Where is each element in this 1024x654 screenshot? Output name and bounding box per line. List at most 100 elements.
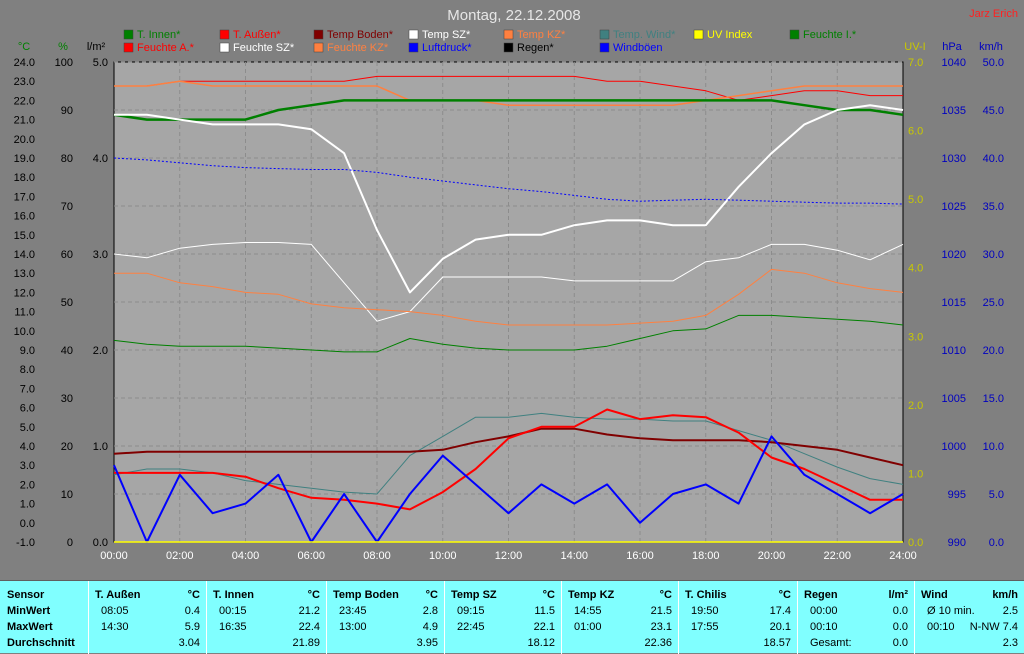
stats-avg-caption: Gesamt: <box>810 637 852 649</box>
y-tick-celsius: 16.0 <box>14 211 35 223</box>
y-tick-wind: 35.0 <box>983 201 1004 213</box>
stats-max-value: 23.1 <box>650 621 672 633</box>
y-tick-celsius: 2.0 <box>20 479 35 491</box>
y-tick-percent: 100 <box>55 57 73 69</box>
y-tick-uv: 3.0 <box>908 331 923 343</box>
stats-sensor-name: T. Chilis <box>685 589 727 601</box>
stats-unit: °C <box>778 589 791 601</box>
stats-max-time: 01:00 <box>574 621 602 633</box>
legend-label: Temp SZ* <box>422 29 471 41</box>
series-line <box>113 427 904 467</box>
stats-max-time: 13:00 <box>339 621 367 633</box>
y-tick-pressure: 1005 <box>942 393 966 405</box>
y-tick-percent: 40 <box>61 345 73 357</box>
x-tick: 12:00 <box>495 550 523 562</box>
stats-unit: °C <box>659 589 672 601</box>
stats-max-value: N-NW 7.4 <box>969 621 1018 633</box>
unit-label-uv: UV-I <box>904 41 925 53</box>
series-line <box>113 412 904 495</box>
y-tick-percent: 0 <box>67 537 73 549</box>
y-tick-uv: 2.0 <box>908 400 923 412</box>
stats-min-value: 0.0 <box>892 605 908 617</box>
unit-label-percent: % <box>58 41 68 53</box>
y-tick-celsius: 11.0 <box>14 307 35 319</box>
stats-max-value: 4.9 <box>422 621 438 633</box>
legend-swatch <box>408 42 419 53</box>
y-tick-celsius: 17.0 <box>14 191 35 203</box>
legend-swatch <box>503 42 514 53</box>
y-tick-percent: 90 <box>61 105 73 117</box>
y-tick-wind: 30.0 <box>983 249 1004 261</box>
stats-max-time: 00:10 <box>810 621 838 633</box>
stats-avg-value: 3.04 <box>178 637 200 649</box>
y-tick-celsius: 18.0 <box>14 172 35 184</box>
y-tick-celsius: 5.0 <box>20 422 35 434</box>
y-tick-uv: 6.0 <box>908 126 923 138</box>
stats-avg-value: 18.57 <box>763 637 791 649</box>
legend-label: Temp. Wind* <box>613 29 676 41</box>
y-tick-wind: 0.0 <box>989 537 1004 549</box>
stats-min-time: 08:05 <box>101 605 129 617</box>
y-tick-pressure: 1040 <box>942 57 966 69</box>
legend-swatch <box>503 29 514 40</box>
y-tick-celsius: 13.0 <box>14 268 35 280</box>
stats-max-time: 16:35 <box>219 621 247 633</box>
stats-sensor-name: Temp Boden <box>333 589 399 601</box>
stats-min-value: 11.5 <box>534 605 555 617</box>
y-tick-rain: 0.0 <box>93 537 108 549</box>
stats-min-time: 00:00 <box>810 605 838 617</box>
y-tick-celsius: 10.0 <box>14 326 35 338</box>
x-tick: 02:00 <box>166 550 194 562</box>
stats-column: T. Außen °C 08:05 0.4 14:30 5.9 3.04 <box>88 581 206 654</box>
stats-min-time: 09:15 <box>457 605 485 617</box>
chart-title: Montag, 22.12.2008 <box>447 7 580 24</box>
stats-min-time: 14:55 <box>574 605 602 617</box>
y-tick-celsius: 3.0 <box>20 460 35 472</box>
stats-column: T. Chilis °C 19:50 17.4 17:55 20.1 18.57 <box>678 581 797 654</box>
legend-swatch <box>693 29 704 40</box>
legend-swatch <box>313 29 324 40</box>
legend-label: Feuchte SZ* <box>233 42 295 54</box>
axis-units: °C% l/m² UV-I hPa km/h <box>18 41 1003 53</box>
x-tick: 06:00 <box>297 550 325 562</box>
legend-swatch <box>123 42 134 53</box>
stats-min-time: 23:45 <box>339 605 367 617</box>
stats-sensor-name: T. Außen <box>95 589 141 601</box>
stats-avg-value: 21.89 <box>292 637 320 649</box>
series-line <box>114 75 903 101</box>
legend-label: Windböen <box>613 42 663 54</box>
y-tick-percent: 70 <box>61 201 73 213</box>
stats-column: Temp Boden °C 23:45 2.8 13:00 4.9 3.95 <box>326 581 444 654</box>
legend-swatch <box>789 29 800 40</box>
stats-max-label: MaxWert <box>7 621 53 633</box>
stats-unit: °C <box>307 589 320 601</box>
y-tick-pressure: 1015 <box>942 297 966 309</box>
y-tick-uv: 1.0 <box>908 468 923 480</box>
stats-min-value: 0.4 <box>184 605 200 617</box>
y-tick-percent: 30 <box>61 393 73 405</box>
stats-max-value: 22.4 <box>298 621 320 633</box>
y-tick-celsius: 8.0 <box>20 364 35 376</box>
x-tick: 16:00 <box>626 550 654 562</box>
stats-table: Sensor MinWert MaxWert Durchschnitt T. Außen… <box>0 580 1024 654</box>
legend-label: Luftdruck* <box>422 42 472 54</box>
stats-sensor-name: Wind <box>921 589 948 601</box>
stats-sensor-name: Temp KZ <box>568 589 615 601</box>
stats-header-label: Sensor <box>7 589 45 601</box>
y-tick-rain: 4.0 <box>93 153 108 165</box>
y-tick-pressure: 1020 <box>942 249 966 261</box>
unit-label-celsius: °C <box>18 41 30 53</box>
stats-max-time: 00:10 <box>927 621 955 633</box>
stats-min-time: Ø 10 min. <box>927 605 975 617</box>
y-tick-uv: 7.0 <box>908 57 923 69</box>
stats-max-value: 0.0 <box>892 621 908 633</box>
legend: T. Innen* T. Außen* Temp Boden* Temp SZ* Tem… <box>123 29 857 54</box>
y-tick-uv: 4.0 <box>908 263 923 275</box>
y-tick-pressure: 995 <box>948 489 966 501</box>
legend-swatch <box>408 29 419 40</box>
series-line <box>114 268 904 326</box>
y-tick-celsius: 6.0 <box>20 403 35 415</box>
x-tick: 04:00 <box>232 550 260 562</box>
legend-swatch <box>219 29 230 40</box>
stats-sensor-name: T. Innen <box>213 589 254 601</box>
